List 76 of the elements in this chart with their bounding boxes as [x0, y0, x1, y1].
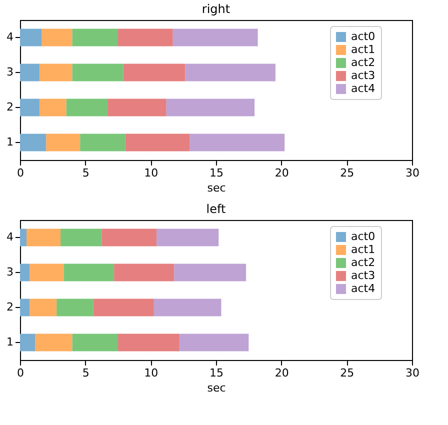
x-tick-label: 5	[82, 366, 90, 380]
x-tick-label: 5	[82, 166, 90, 180]
legend-label: act1	[351, 243, 376, 256]
bar	[20, 264, 30, 282]
bar	[118, 334, 180, 352]
x-tick-label: 30	[406, 166, 420, 180]
x-tick-label: 0	[17, 366, 24, 380]
legend-label: act0	[351, 230, 376, 243]
bar	[46, 134, 80, 152]
y-tick-label: 3	[6, 66, 14, 78]
bar	[30, 298, 57, 316]
x-tick-label: 20	[274, 366, 289, 380]
bar	[20, 64, 40, 82]
bar	[35, 334, 72, 352]
x-tick-label: 25	[340, 366, 354, 380]
bar	[190, 134, 285, 152]
legend-label: act4	[351, 282, 376, 295]
bar	[20, 28, 42, 46]
bar	[26, 228, 61, 246]
x-tick-label: 20	[274, 166, 289, 180]
y-tick-label: 4	[6, 230, 14, 244]
bar	[56, 298, 94, 316]
chart-title: right	[202, 2, 230, 16]
bar	[108, 98, 166, 116]
bar	[20, 98, 40, 116]
bar	[20, 228, 27, 246]
bar	[172, 28, 258, 46]
bar	[80, 134, 126, 152]
bar	[20, 134, 46, 152]
y-tick-label: 2	[6, 100, 14, 114]
bar	[64, 264, 114, 282]
legend-label: act0	[351, 30, 376, 43]
x-axis-title: sec	[207, 182, 226, 194]
legend-label: act2	[351, 56, 376, 69]
bar	[118, 28, 173, 46]
legend-label: act1	[351, 43, 376, 56]
x-tick-label: 15	[210, 166, 224, 180]
bar	[125, 134, 190, 152]
x-tick-label: 15	[210, 366, 224, 380]
x-tick-label: 25	[340, 166, 354, 180]
y-tick-label: 1	[6, 336, 14, 348]
bar	[42, 28, 72, 46]
bar	[166, 98, 255, 116]
legend-label: act2	[351, 256, 376, 269]
bar	[185, 64, 276, 82]
x-tick-label: 10	[144, 166, 158, 180]
y-tick-label: 3	[6, 266, 14, 278]
bar	[72, 64, 124, 82]
chart-title: left	[206, 202, 226, 216]
bar	[102, 228, 157, 246]
bar	[72, 334, 118, 352]
bar	[20, 334, 36, 352]
bar	[123, 64, 186, 82]
y-tick-label: 4	[6, 30, 14, 44]
y-tick-label: 2	[6, 300, 14, 314]
bar	[179, 334, 249, 352]
bar	[156, 228, 219, 246]
bar	[66, 98, 108, 116]
bar	[60, 228, 102, 246]
x-tick-label: 0	[17, 166, 24, 180]
bar	[40, 64, 72, 82]
bar	[154, 298, 222, 316]
bar	[114, 264, 174, 282]
bar	[174, 264, 246, 282]
legend-label: act4	[351, 82, 376, 95]
x-tick-label: 30	[406, 366, 420, 380]
bar	[40, 98, 66, 116]
legend-label: act3	[351, 269, 376, 282]
legend-label: act3	[351, 69, 376, 82]
x-tick-label: 10	[144, 366, 158, 380]
x-axis-title: sec	[207, 382, 226, 394]
bar	[30, 264, 64, 282]
bar	[93, 298, 154, 316]
y-tick-label: 1	[6, 136, 14, 148]
bar	[20, 298, 30, 316]
bar	[72, 28, 118, 46]
